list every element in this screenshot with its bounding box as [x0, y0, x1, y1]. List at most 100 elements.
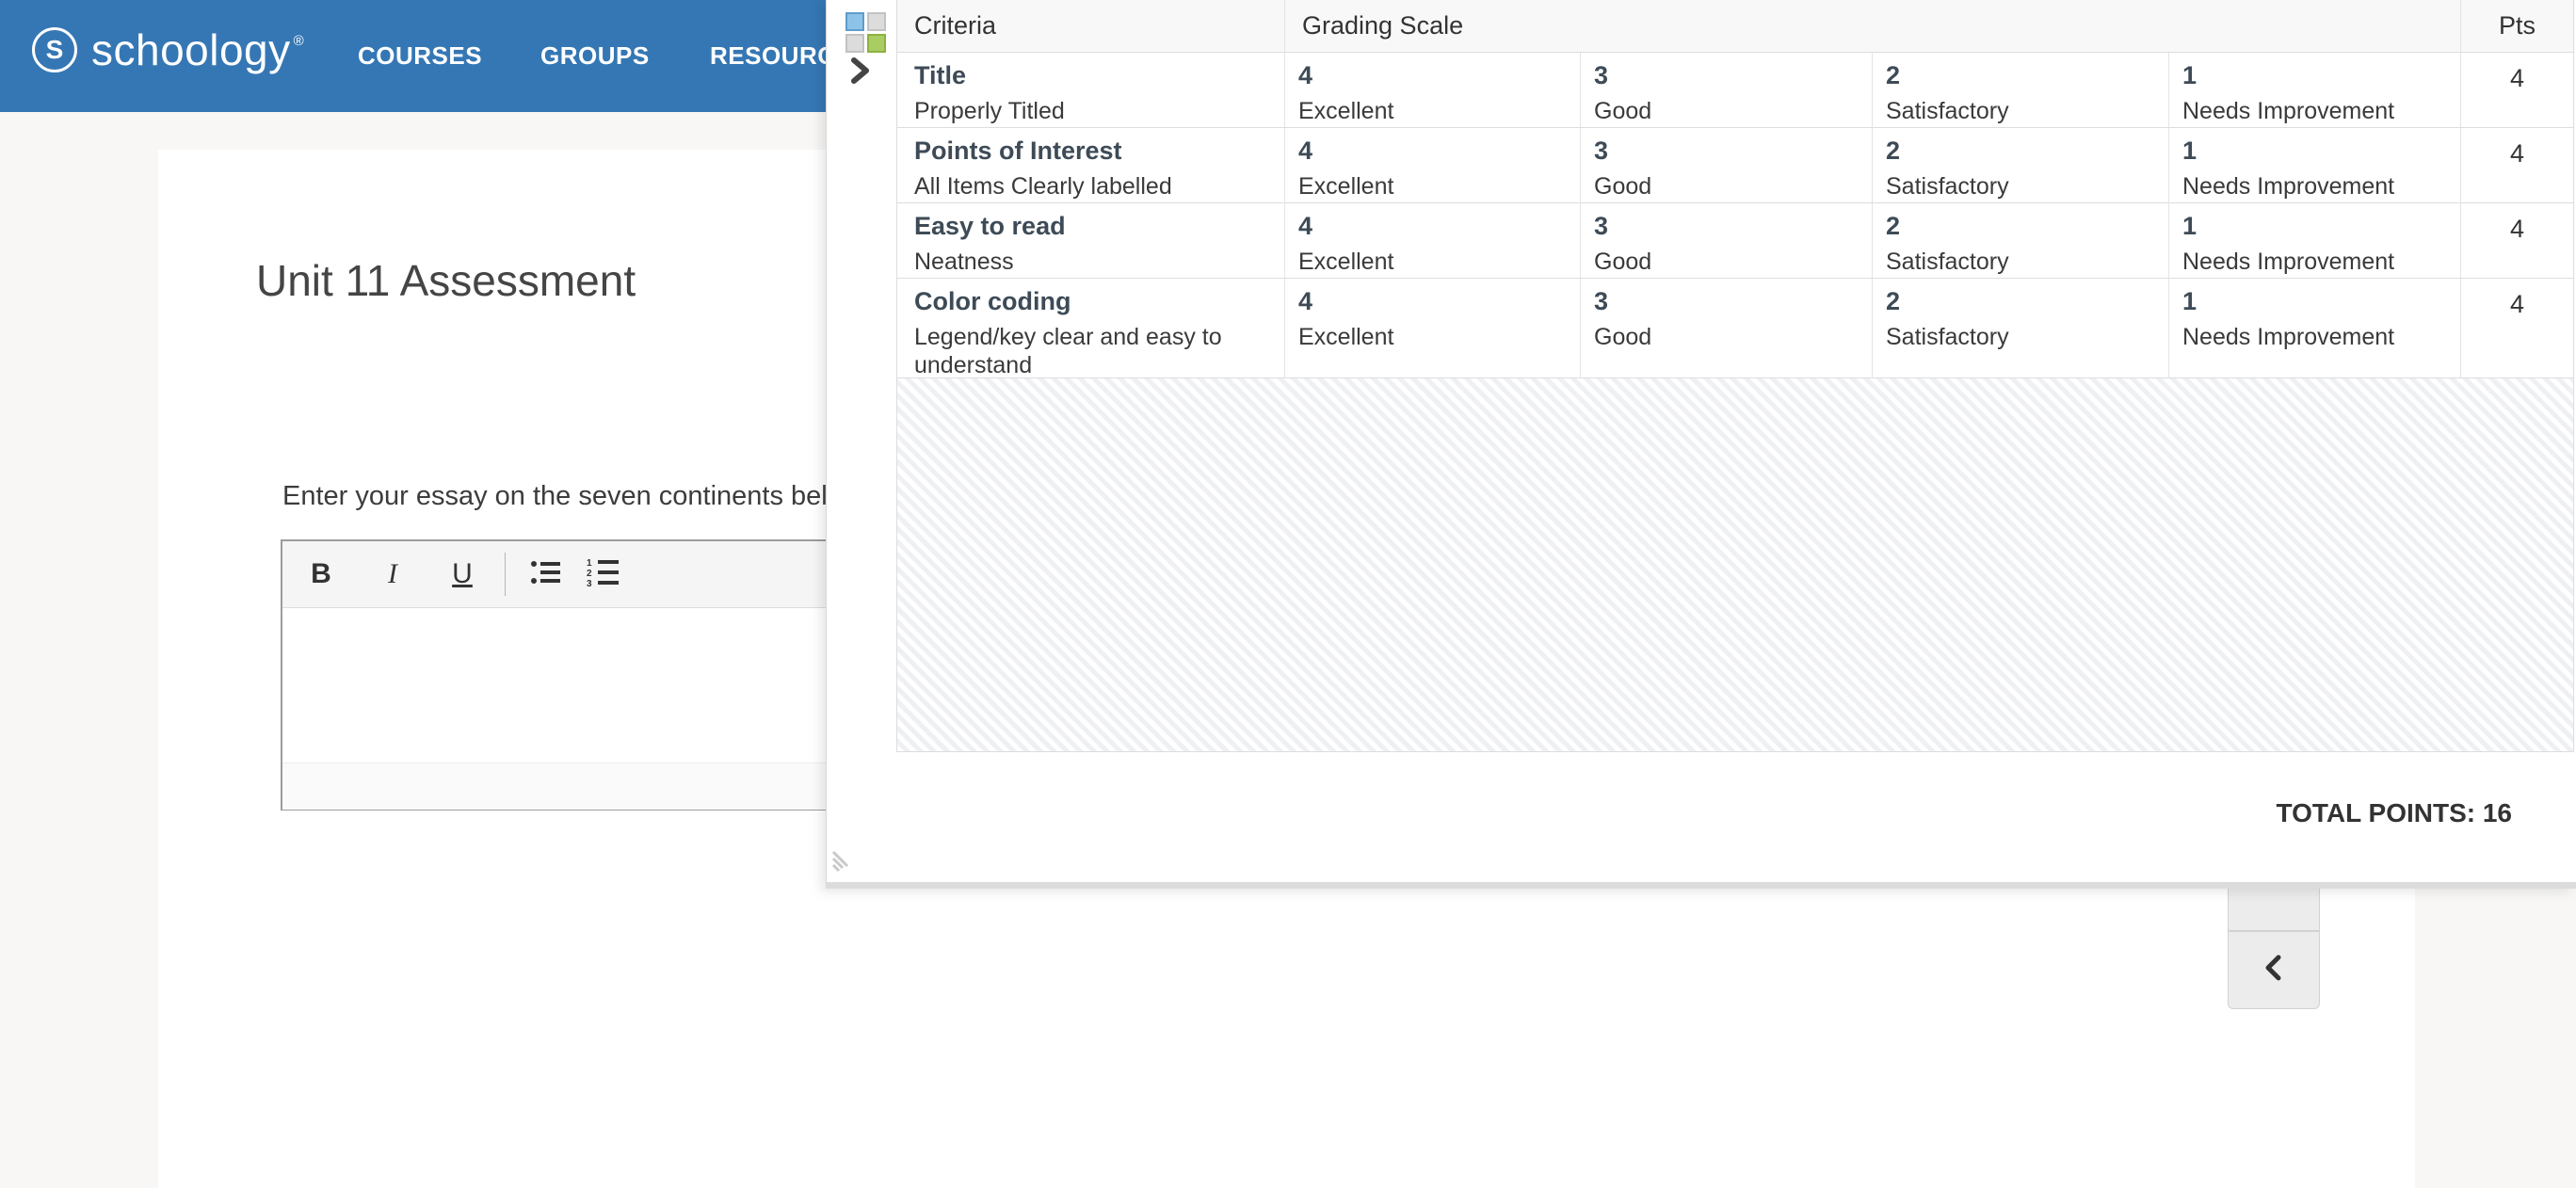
italic-button[interactable]: I: [388, 558, 397, 589]
level-cell: 1 Needs Improvement: [2169, 128, 2461, 203]
level-cell: 4 Excellent: [1285, 128, 1581, 203]
criterion-title: Points of Interest: [914, 136, 1122, 165]
level-score: 4: [1298, 61, 1313, 89]
level-cell: 3 Good: [1581, 128, 1873, 203]
level-label: Good: [1594, 173, 1652, 200]
brand-wordmark: schoology: [91, 25, 291, 74]
side-control-top-button[interactable]: [2228, 889, 2320, 931]
level-cell: 4 Excellent: [1285, 279, 1581, 378]
column-header-pts: Pts: [2461, 0, 2573, 53]
level-label: Satisfactory: [1886, 249, 2009, 275]
level-score: 2: [1886, 212, 1901, 240]
criterion-description: Properly Titled: [914, 98, 1065, 124]
criterion-description: Legend/key clear and easy to understand: [914, 324, 1222, 378]
level-score: 3: [1594, 212, 1609, 240]
schoology-s-icon: S: [32, 27, 77, 72]
level-label: Good: [1594, 98, 1652, 124]
level-score: 1: [2182, 212, 2198, 240]
column-header-grading-scale: Grading Scale: [1285, 0, 2461, 53]
level-label: Needs Improvement: [2182, 173, 2395, 200]
level-cell: 1 Needs Improvement: [2169, 203, 2461, 279]
criterion-title: Color coding: [914, 287, 1071, 315]
column-header-criteria: Criteria: [897, 0, 1285, 53]
level-score: 4: [1298, 212, 1313, 240]
level-score: 2: [1886, 287, 1901, 315]
criterion-title: Easy to read: [914, 212, 1066, 240]
four-squares-grid-icon[interactable]: [845, 12, 886, 53]
grid-square-green: [867, 34, 886, 53]
level-label: Satisfactory: [1886, 324, 2009, 350]
level-cell: 3 Good: [1581, 53, 1873, 128]
level-cell: 4 Excellent: [1285, 203, 1581, 279]
level-cell: 3 Good: [1581, 203, 1873, 279]
level-label: Needs Improvement: [2182, 249, 2395, 275]
level-label: Excellent: [1298, 324, 1394, 350]
schoology-logo[interactable]: S schoology ®: [32, 24, 304, 75]
level-score: 1: [2182, 136, 2198, 165]
toolbar-divider: [505, 553, 506, 596]
level-cell: 1 Needs Improvement: [2169, 279, 2461, 378]
level-label: Satisfactory: [1886, 98, 2009, 124]
criterion-description: All Items Clearly labelled: [914, 173, 1172, 200]
level-label: Excellent: [1298, 249, 1394, 275]
level-score: 2: [1886, 136, 1901, 165]
pts-cell: 4: [2461, 203, 2573, 279]
level-cell: 2 Satisfactory: [1873, 128, 2169, 203]
level-score: 4: [1298, 287, 1313, 315]
registered-mark: ®: [293, 32, 304, 49]
svg-text:1: 1: [587, 558, 592, 569]
level-label: Good: [1594, 249, 1652, 275]
nav-item-courses[interactable]: COURSES: [358, 41, 483, 70]
level-score: 3: [1594, 61, 1609, 89]
bold-button[interactable]: B: [311, 558, 331, 589]
rubric-table: Criteria Grading Scale Pts Title Properl…: [896, 0, 2574, 752]
level-score: 3: [1594, 287, 1609, 315]
pts-cell: 4: [2461, 128, 2573, 203]
underline-button[interactable]: U: [452, 558, 473, 589]
criteria-cell: Title Properly Titled: [897, 53, 1285, 128]
rubric-panel: Criteria Grading Scale Pts Title Properl…: [826, 0, 2576, 889]
level-label: Satisfactory: [1886, 173, 2009, 200]
level-label: Needs Improvement: [2182, 98, 2395, 124]
total-points: TOTAL POINTS: 16: [2276, 798, 2512, 827]
numbered-list-icon[interactable]: 1 2 3: [587, 557, 620, 592]
collapse-left-button[interactable]: [2228, 931, 2320, 1009]
level-score: 2: [1886, 61, 1901, 89]
level-cell: 3 Good: [1581, 279, 1873, 378]
essay-prompt: Enter your essay on the seven continents…: [282, 481, 843, 511]
level-score: 1: [2182, 287, 2198, 315]
resize-grip-icon[interactable]: [831, 849, 858, 880]
level-score: 3: [1594, 136, 1609, 165]
level-score: 1: [2182, 61, 2198, 89]
pts-cell: 4: [2461, 53, 2573, 128]
grid-square-blue: [845, 12, 864, 31]
panel-side-controls: [2228, 889, 2320, 1009]
criterion-description: Neatness: [914, 249, 1014, 275]
svg-text:3: 3: [587, 579, 592, 587]
pts-cell: 4: [2461, 279, 2573, 378]
criteria-cell: Color coding Legend/key clear and easy t…: [897, 279, 1285, 378]
level-cell: 4 Excellent: [1285, 53, 1581, 128]
grid-square-gray: [867, 12, 886, 31]
level-label: Excellent: [1298, 173, 1394, 200]
grid-square-gray: [845, 34, 864, 53]
level-cell: 2 Satisfactory: [1873, 203, 2169, 279]
chevron-right-icon[interactable]: [845, 55, 879, 88]
page-title: Unit 11 Assessment: [256, 256, 636, 305]
level-score: 4: [1298, 136, 1313, 165]
criteria-cell: Points of Interest All Items Clearly lab…: [897, 128, 1285, 203]
level-label: Needs Improvement: [2182, 324, 2395, 350]
criteria-cell: Easy to read Neatness: [897, 203, 1285, 279]
rubric-empty-hatch-area: [897, 378, 2573, 751]
nav-item-groups[interactable]: GROUPS: [540, 41, 650, 70]
level-label: Good: [1594, 324, 1652, 350]
svg-text:2: 2: [587, 569, 592, 579]
level-label: Excellent: [1298, 98, 1394, 124]
level-cell: 1 Needs Improvement: [2169, 53, 2461, 128]
chevron-left-icon: [2262, 953, 2285, 987]
level-cell: 2 Satisfactory: [1873, 279, 2169, 378]
level-cell: 2 Satisfactory: [1873, 53, 2169, 128]
bullet-list-icon[interactable]: [530, 558, 562, 591]
criterion-title: Title: [914, 61, 967, 89]
